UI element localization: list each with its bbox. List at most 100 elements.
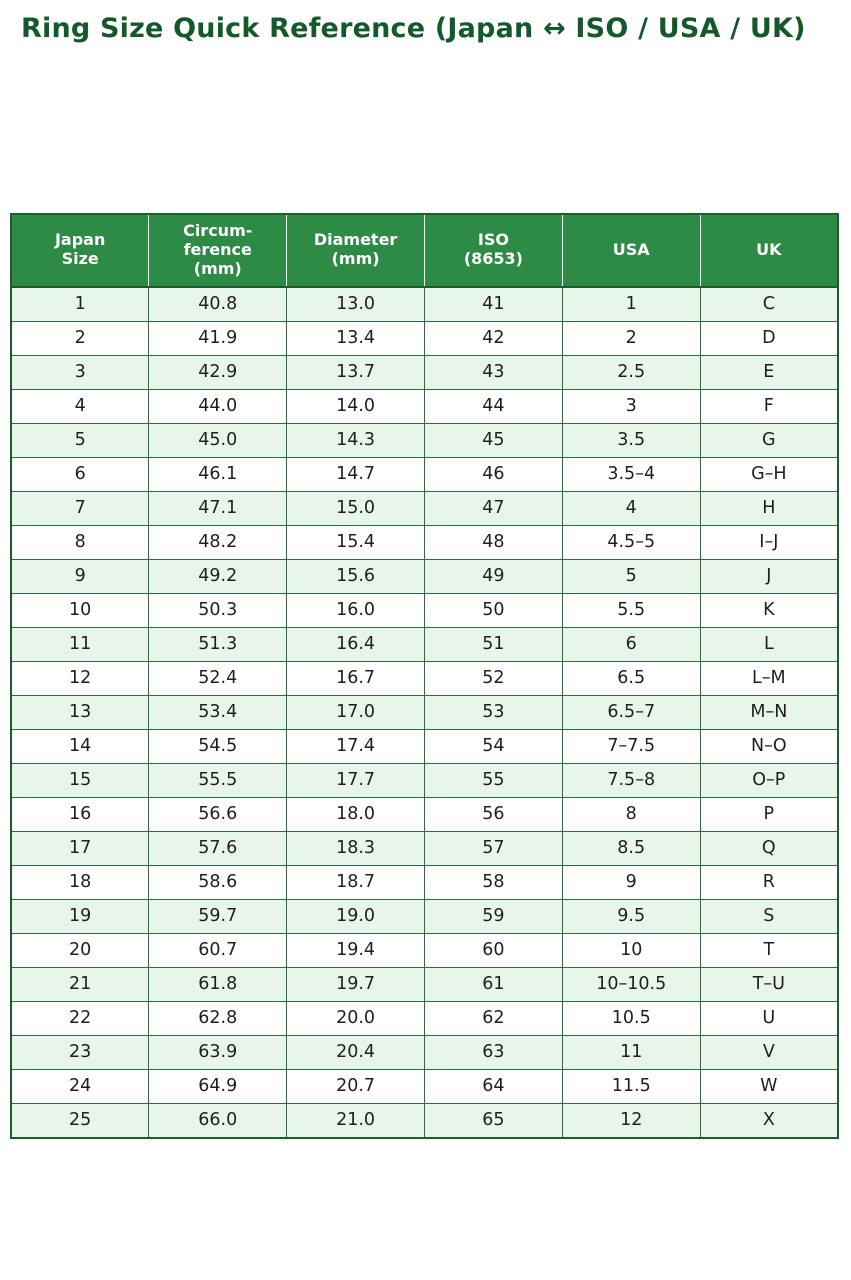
table-cell: 57.6: [148, 830, 288, 866]
table-cell: 16.7: [286, 660, 425, 696]
table-cell: 10: [10, 592, 150, 628]
table-cell: 66.0: [148, 1102, 288, 1139]
table-cell: 51.3: [148, 626, 288, 662]
table-cell: 54.5: [148, 728, 288, 764]
table-cell: 62.8: [148, 1000, 288, 1036]
table-cell: 42.9: [148, 354, 288, 390]
table-row: 21 61.8 19.7 61 10–10.5 T–U: [10, 966, 839, 1002]
table-cell: 1: [561, 286, 701, 322]
table-cell: 18.7: [286, 864, 425, 900]
table-cell: 14: [10, 728, 150, 764]
table-cell: 14.3: [286, 422, 425, 458]
table-cell: 1: [10, 286, 150, 322]
table-cell: 11.5: [561, 1068, 701, 1104]
table-cell: C: [699, 286, 839, 322]
table-cell: 63: [423, 1034, 563, 1070]
table-cell: 13: [10, 694, 150, 730]
table-cell: 13.0: [286, 286, 425, 322]
page-title: Ring Size Quick Reference (Japan ↔ ISO /…: [21, 13, 806, 44]
table-cell: 10–10.5: [561, 966, 701, 1002]
table-row: 13 53.4 17.0 53 6.5–7 M–N: [10, 694, 839, 730]
table-row: 12 52.4 16.7 52 6.5 L–M: [10, 660, 839, 696]
table-cell: J: [699, 558, 839, 594]
table-cell: 5: [10, 422, 150, 458]
table-cell: X: [699, 1102, 839, 1139]
table-cell: 5.5: [561, 592, 701, 628]
table-cell: K: [699, 592, 839, 628]
table-cell: 59.7: [148, 898, 288, 934]
table-cell: E: [699, 354, 839, 390]
table-cell: L: [699, 626, 839, 662]
table-cell: 58.6: [148, 864, 288, 900]
table-cell: 56: [423, 796, 563, 832]
table-cell: 62: [423, 1000, 563, 1036]
table-cell: 50: [423, 592, 563, 628]
column-header: Circum- ference (mm): [148, 213, 288, 288]
column-header: ISO (8653): [423, 213, 563, 288]
table-cell: G: [699, 422, 839, 458]
table-cell: 15.0: [286, 490, 425, 526]
table-cell: 2.5: [561, 354, 701, 390]
table-cell: 55: [423, 762, 563, 798]
table-cell: 59: [423, 898, 563, 934]
table-cell: 16.4: [286, 626, 425, 662]
table-row: 19 59.7 19.0 59 9.5 S: [10, 898, 839, 934]
table-cell: 24: [10, 1068, 150, 1104]
table-cell: 2: [561, 320, 701, 356]
table-cell: 23: [10, 1034, 150, 1070]
column-header: UK: [699, 213, 839, 288]
table-body: 1 40.8 13.0 41 1 C 2 41.9 13.4 42 2 D 3 42.9 13.7 43 2.5…: [10, 286, 839, 1139]
table-row: 23 63.9 20.4 63 11 V: [10, 1034, 839, 1070]
table-header-row: Japan Size Circum- ference (mm) Diameter (…: [10, 213, 839, 288]
table-cell: 55.5: [148, 762, 288, 798]
table-cell: 53: [423, 694, 563, 730]
table-cell: 7.5–8: [561, 762, 701, 798]
table-cell: D: [699, 320, 839, 356]
table-cell: 48.2: [148, 524, 288, 560]
table-cell: 9: [561, 864, 701, 900]
table-cell: 19.7: [286, 966, 425, 1002]
table-cell: 6.5: [561, 660, 701, 696]
table-cell: M–N: [699, 694, 839, 730]
table-cell: 15.6: [286, 558, 425, 594]
table-cell: 58: [423, 864, 563, 900]
table-cell: 16.0: [286, 592, 425, 628]
table-cell: 64: [423, 1068, 563, 1104]
table-row: 10 50.3 16.0 50 5.5 K: [10, 592, 839, 628]
table-row: 24 64.9 20.7 64 11.5 W: [10, 1068, 839, 1104]
table-cell: 19: [10, 898, 150, 934]
table-cell: 13.4: [286, 320, 425, 356]
table-cell: 3.5: [561, 422, 701, 458]
table-cell: 64.9: [148, 1068, 288, 1104]
table-cell: 42: [423, 320, 563, 356]
table-cell: 47.1: [148, 490, 288, 526]
table-cell: 57: [423, 830, 563, 866]
table-cell: 6: [561, 626, 701, 662]
table-cell: 3.5–4: [561, 456, 701, 492]
table-cell: 17: [10, 830, 150, 866]
table-cell: T: [699, 932, 839, 968]
table-cell: 52.4: [148, 660, 288, 696]
table-cell: 65: [423, 1102, 563, 1139]
table-cell: 10.5: [561, 1000, 701, 1036]
table-cell: 9: [10, 558, 150, 594]
table-cell: 41.9: [148, 320, 288, 356]
table-cell: S: [699, 898, 839, 934]
table-row: 22 62.8 20.0 62 10.5 U: [10, 1000, 839, 1036]
column-header: Diameter (mm): [286, 213, 425, 288]
table-cell: 20: [10, 932, 150, 968]
table-cell: 46: [423, 456, 563, 492]
table-cell: 17.0: [286, 694, 425, 730]
table-cell: 18.0: [286, 796, 425, 832]
table-row: 11 51.3 16.4 51 6 L: [10, 626, 839, 662]
table-cell: L–M: [699, 660, 839, 696]
table-cell: 17.7: [286, 762, 425, 798]
table-cell: 63.9: [148, 1034, 288, 1070]
table-cell: 44: [423, 388, 563, 424]
table-cell: 49.2: [148, 558, 288, 594]
table-cell: 45.0: [148, 422, 288, 458]
table-cell: 20.7: [286, 1068, 425, 1104]
table-cell: 4.5–5: [561, 524, 701, 560]
table-header: Japan Size Circum- ference (mm) Diameter (…: [10, 213, 839, 288]
table-cell: 21: [10, 966, 150, 1002]
